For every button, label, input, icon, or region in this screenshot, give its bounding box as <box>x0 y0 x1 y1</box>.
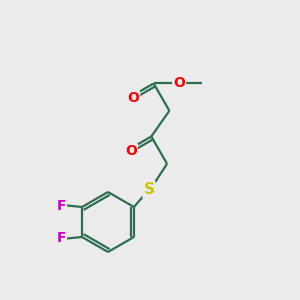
Text: F: F <box>56 232 66 245</box>
Text: F: F <box>56 199 66 212</box>
Text: O: O <box>125 144 137 158</box>
Text: O: O <box>173 76 185 90</box>
Text: S: S <box>143 182 155 197</box>
Text: O: O <box>127 91 139 105</box>
